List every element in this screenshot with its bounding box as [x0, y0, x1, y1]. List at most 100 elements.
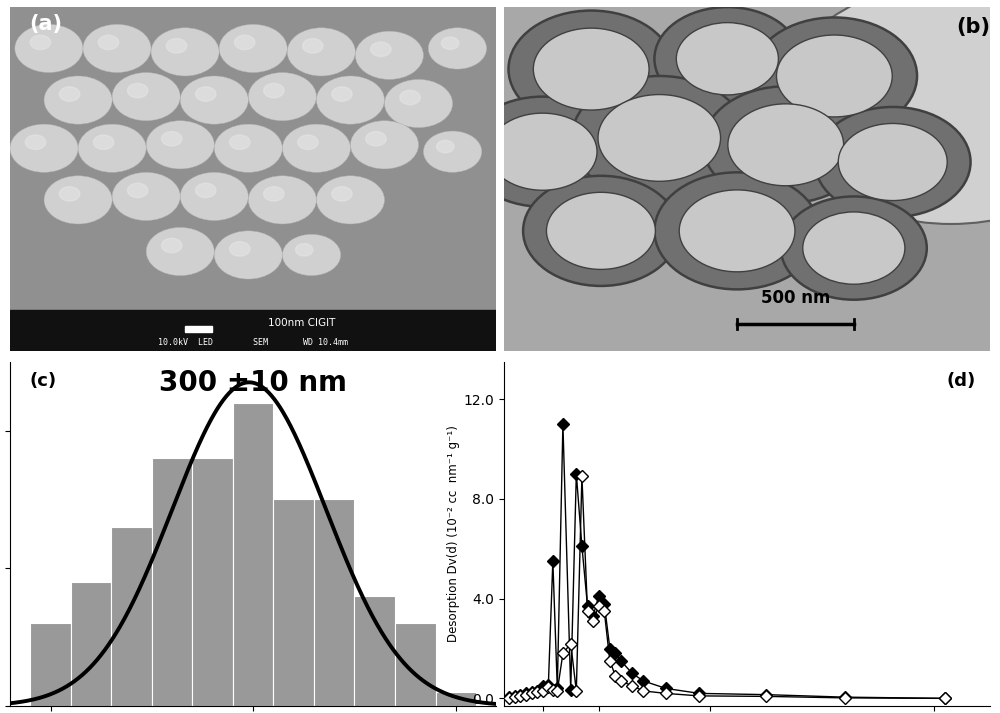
Circle shape [654, 173, 820, 289]
Circle shape [196, 87, 216, 101]
Circle shape [166, 39, 187, 53]
Bar [395, 623, 436, 706]
Circle shape [298, 135, 318, 150]
Circle shape [752, 17, 917, 135]
Circle shape [59, 187, 80, 201]
Text: 100nm CIGIT: 100nm CIGIT [268, 318, 335, 328]
Circle shape [10, 124, 78, 173]
Circle shape [219, 24, 287, 73]
Circle shape [546, 193, 655, 270]
Circle shape [234, 35, 255, 50]
Circle shape [838, 123, 947, 200]
Circle shape [316, 176, 384, 224]
Bar [192, 458, 233, 706]
Circle shape [161, 238, 182, 252]
Circle shape [161, 132, 182, 146]
Circle shape [803, 212, 905, 284]
Circle shape [781, 197, 927, 299]
Circle shape [59, 87, 80, 101]
Circle shape [127, 183, 148, 198]
Text: 500 nm: 500 nm [761, 289, 830, 307]
Circle shape [287, 28, 355, 76]
Bar [233, 403, 273, 706]
Circle shape [98, 35, 119, 50]
Circle shape [230, 242, 250, 256]
Circle shape [355, 31, 423, 79]
Circle shape [523, 176, 679, 286]
Text: 300 ±10 nm: 300 ±10 nm [159, 369, 347, 396]
Circle shape [488, 113, 597, 190]
Circle shape [509, 11, 674, 128]
Circle shape [180, 76, 248, 124]
Circle shape [264, 187, 284, 201]
Circle shape [654, 7, 800, 111]
Circle shape [180, 173, 248, 220]
Circle shape [465, 97, 620, 207]
Bar [273, 499, 314, 706]
Circle shape [196, 183, 216, 198]
Circle shape [598, 95, 721, 181]
Circle shape [78, 124, 146, 173]
Circle shape [230, 135, 250, 150]
Circle shape [112, 73, 180, 120]
Circle shape [384, 79, 453, 128]
Circle shape [428, 28, 487, 69]
Circle shape [44, 176, 112, 224]
Circle shape [332, 87, 352, 101]
Circle shape [214, 231, 282, 279]
Text: 10.0kV  LED        SEM       WD 10.4mm: 10.0kV LED SEM WD 10.4mm [158, 338, 348, 347]
Circle shape [776, 35, 892, 117]
Circle shape [282, 124, 350, 173]
Circle shape [30, 35, 51, 50]
Circle shape [295, 244, 313, 256]
Circle shape [371, 42, 391, 56]
Circle shape [437, 140, 454, 153]
Bar [354, 596, 395, 706]
Circle shape [44, 76, 112, 124]
Circle shape [264, 83, 284, 98]
Circle shape [303, 39, 323, 53]
Circle shape [781, 0, 1000, 224]
Circle shape [248, 176, 316, 224]
Bar [71, 582, 111, 706]
Text: (b): (b) [956, 17, 990, 38]
Bar [111, 527, 152, 706]
Circle shape [214, 124, 282, 173]
Circle shape [703, 86, 868, 203]
Circle shape [83, 24, 151, 73]
Circle shape [533, 28, 649, 110]
Circle shape [25, 135, 46, 150]
Circle shape [146, 227, 214, 276]
Circle shape [282, 235, 341, 276]
Circle shape [815, 107, 971, 217]
Circle shape [423, 131, 482, 173]
Bar [314, 499, 354, 706]
Circle shape [112, 173, 180, 220]
Circle shape [151, 28, 219, 76]
Bar [436, 692, 476, 706]
Bar [185, 327, 212, 332]
Circle shape [146, 120, 214, 169]
Circle shape [572, 76, 747, 200]
Circle shape [93, 135, 114, 150]
Circle shape [350, 120, 419, 169]
Text: (d): (d) [946, 372, 975, 390]
Circle shape [400, 91, 420, 105]
Bar [30, 623, 71, 706]
Circle shape [127, 83, 148, 98]
Circle shape [728, 104, 844, 186]
Circle shape [366, 132, 386, 146]
Text: (a): (a) [29, 14, 62, 34]
Circle shape [441, 37, 459, 49]
Y-axis label: Desorption Dv(d) (10⁻² cc  nm⁻¹ g⁻¹): Desorption Dv(d) (10⁻² cc nm⁻¹ g⁻¹) [447, 426, 460, 642]
Circle shape [332, 187, 352, 201]
Circle shape [15, 24, 83, 73]
Circle shape [679, 190, 795, 272]
Text: (c): (c) [29, 372, 57, 390]
Circle shape [248, 73, 316, 120]
Bar [10, 7, 496, 310]
Bar [152, 458, 192, 706]
Bar [10, 310, 496, 352]
Circle shape [676, 23, 778, 95]
Circle shape [316, 76, 384, 124]
